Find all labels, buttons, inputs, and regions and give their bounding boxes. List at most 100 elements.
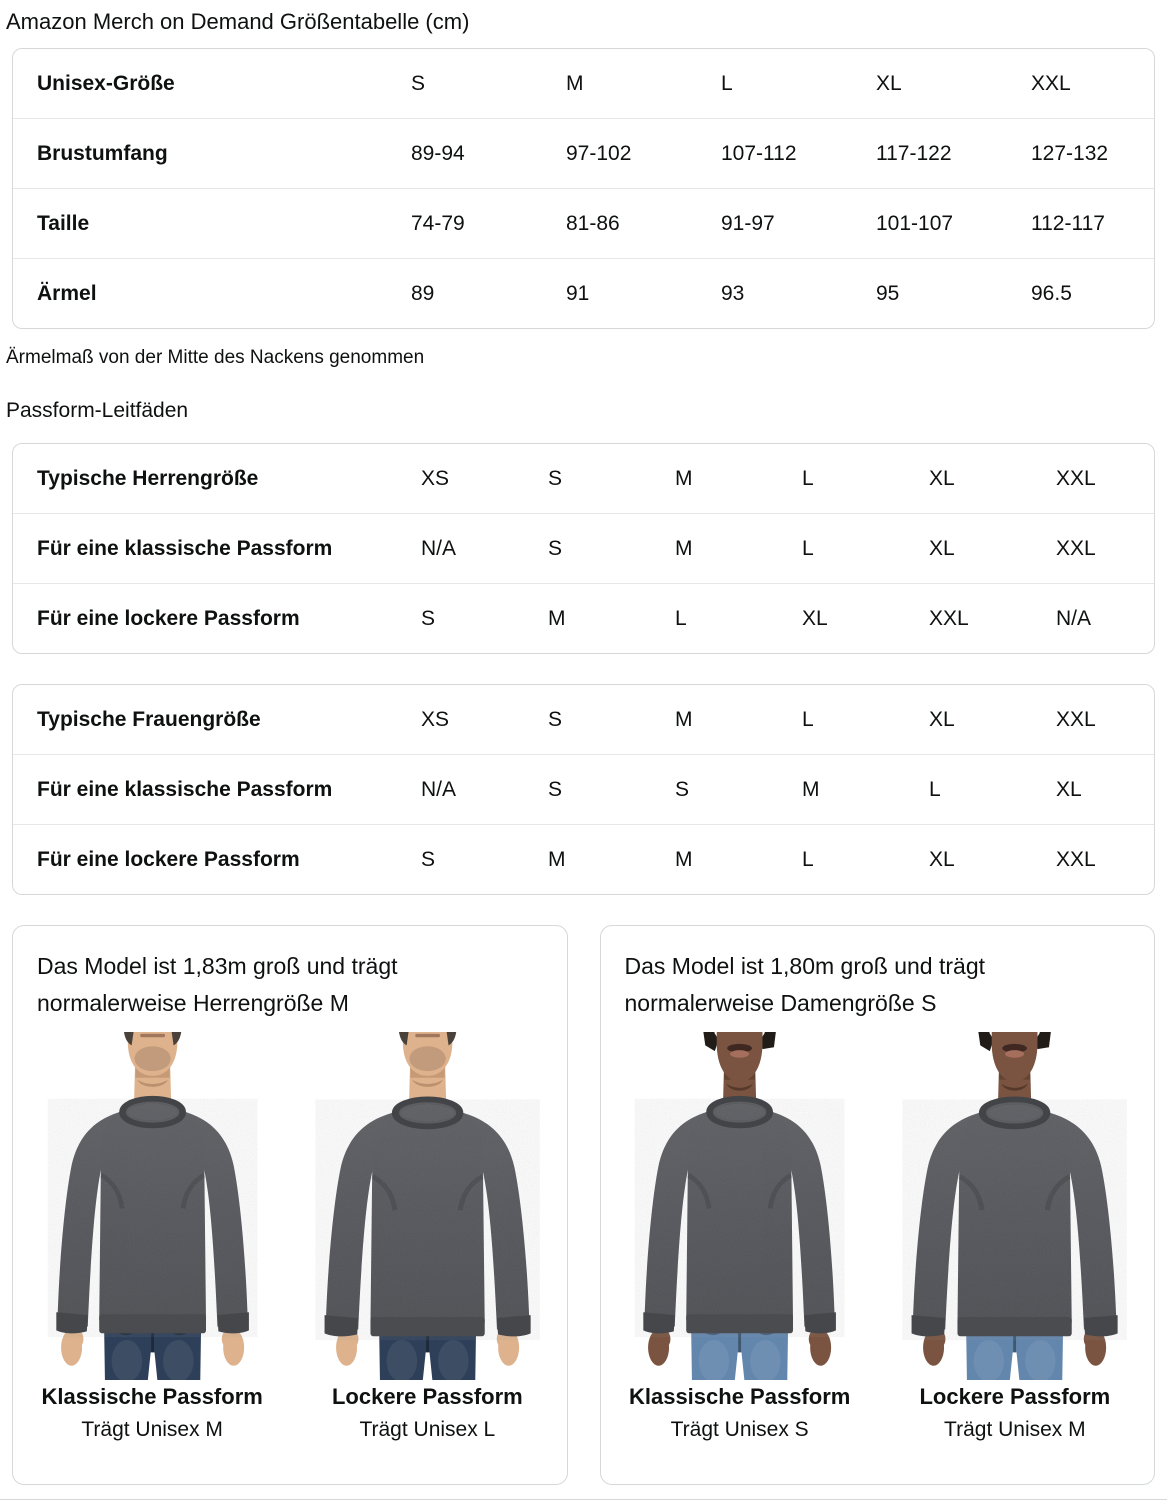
figure-caption-subtitle: Trägt Unisex S	[670, 1418, 809, 1441]
size-cell: 91	[566, 281, 590, 305]
row-label: Typische Frauengröße	[37, 707, 261, 731]
size-cell: XXL	[1056, 466, 1096, 490]
size-cell: XL	[876, 71, 902, 95]
women-loose-fit-figure: Lockere Passform Trägt Unisex M	[879, 1032, 1150, 1442]
size-cell: XL	[929, 466, 955, 490]
size-cell: L	[802, 536, 814, 560]
size-cell: XXL	[1056, 536, 1096, 560]
unisex-size-table: Unisex-Größe S M L XL XXL Brustumfang 89…	[12, 48, 1155, 329]
women-loose-fit-photo	[879, 1032, 1150, 1380]
size-cell: 95	[876, 281, 900, 305]
table-row: Für eine klassische Passform N/A S S M L…	[13, 754, 1154, 824]
row-label: Für eine klassische Passform	[37, 536, 333, 560]
size-cell: 117-122	[876, 141, 952, 165]
size-cell: 112-117	[1031, 211, 1105, 235]
figure-caption-title: Klassische Passform	[628, 1384, 851, 1409]
row-label: Ärmel	[37, 281, 97, 305]
men-fit-table: Typische Herrengröße XS S M L XL XXL Für…	[12, 443, 1155, 654]
table-row: Ärmel 89 91 93 95 96.5	[13, 258, 1154, 328]
size-guide-page: Amazon Merch on Demand Größentabelle (cm…	[0, 8, 1167, 1500]
size-cell: 89	[411, 281, 435, 305]
women-model-description: Das Model ist 1,80m groß und trägt norma…	[624, 953, 986, 1016]
row-label: Für eine klassische Passform	[37, 777, 333, 801]
size-cell: S	[675, 777, 690, 801]
size-cell: S	[548, 466, 563, 490]
size-cell: 89-94	[411, 141, 465, 165]
figure-caption-subtitle: Trägt Unisex M	[944, 1418, 1086, 1441]
size-cell: 127-132	[1031, 141, 1109, 165]
size-cell: XL	[929, 847, 955, 871]
figure-caption-title: Lockere Passform	[919, 1384, 1111, 1409]
size-cell: 81-86	[566, 211, 620, 235]
size-cell: 107-112	[721, 141, 797, 165]
men-loose-fit-figure: Lockere Passform Trägt Unisex L	[292, 1032, 563, 1442]
row-label: Taille	[37, 211, 90, 235]
women-classic-fit-figure: Klassische Passform Trägt Unisex S	[604, 1032, 875, 1442]
size-cell: M	[675, 847, 693, 871]
men-model-description: Das Model ist 1,83m groß und trägt norma…	[37, 953, 398, 1016]
size-cell: XL	[929, 707, 955, 731]
size-cell: XS	[421, 466, 450, 490]
size-cell: L	[802, 847, 814, 871]
size-cell: XXL	[1056, 707, 1096, 731]
size-cell: M	[675, 707, 693, 731]
size-cell: XXL	[1056, 847, 1096, 871]
size-cell: M	[548, 847, 566, 871]
figure-caption-title: Lockere Passform	[331, 1384, 523, 1409]
size-cell: M	[675, 536, 693, 560]
table-row: Taille 74-79 81-86 91-97 101-107 112-117	[13, 188, 1154, 258]
size-cell: S	[548, 777, 563, 801]
size-cell: N/A	[421, 536, 457, 560]
size-cell: L	[929, 777, 941, 801]
sleeve-measure-note: Ärmelmaß von der Mitte des Nackens genom…	[6, 347, 425, 368]
size-cell: 74-79	[411, 211, 465, 235]
size-cell: L	[721, 71, 733, 95]
figure-caption-subtitle: Trägt Unisex L	[359, 1418, 496, 1441]
figure-caption-subtitle: Trägt Unisex M	[81, 1418, 223, 1441]
size-cell: S	[548, 707, 563, 731]
table-row: Brustumfang 89-94 97-102 107-112 117-122…	[13, 118, 1154, 188]
size-cell: S	[548, 536, 563, 560]
men-model-photos: Klassische Passform Trägt Unisex M Locke…	[13, 1032, 567, 1442]
size-cell: S	[421, 606, 436, 630]
table-row: Unisex-Größe S M L XL XXL	[13, 49, 1154, 118]
size-cell: 93	[721, 281, 745, 305]
row-label: Typische Herrengröße	[37, 466, 259, 490]
size-cell: 96.5	[1031, 281, 1072, 305]
size-cell: XXL	[1031, 71, 1071, 95]
size-cell: M	[548, 606, 566, 630]
figure-caption-title: Klassische Passform	[41, 1384, 263, 1409]
row-label: Für eine lockere Passform	[37, 606, 300, 630]
model-cards: Das Model ist 1,83m groß und trägt norma…	[12, 925, 1155, 1485]
row-label: Für eine lockere Passform	[37, 847, 300, 871]
size-cell: S	[421, 847, 436, 871]
table-row: Typische Herrengröße XS S M L XL XXL	[13, 444, 1154, 513]
size-cell: 97-102	[566, 141, 632, 165]
row-label: Unisex-Größe	[37, 71, 175, 95]
women-fit-table: Typische Frauengröße XS S M L XL XXL Für…	[12, 684, 1155, 895]
men-classic-fit-figure: Klassische Passform Trägt Unisex M	[17, 1032, 288, 1442]
size-cell: N/A	[421, 777, 457, 801]
size-cell: XXL	[929, 606, 969, 630]
table-row: Für eine klassische Passform N/A S M L X…	[13, 513, 1154, 583]
men-classic-fit-photo	[17, 1032, 288, 1380]
table-row: Für eine lockere Passform S M M L XL XXL	[13, 824, 1154, 894]
size-cell: L	[802, 466, 814, 490]
size-cell: XS	[421, 707, 450, 731]
size-cell: XL	[802, 606, 828, 630]
size-cell: M	[566, 71, 584, 95]
size-cell: 91-97	[721, 211, 775, 235]
row-label: Brustumfang	[37, 141, 168, 165]
size-cell: N/A	[1056, 606, 1092, 630]
table-row: Typische Frauengröße XS S M L XL XXL	[13, 685, 1154, 754]
size-cell: L	[675, 606, 687, 630]
size-cell: 101-107	[876, 211, 954, 235]
size-cell: L	[802, 707, 814, 731]
men-model-card: Das Model ist 1,83m groß und trägt norma…	[12, 925, 568, 1485]
men-loose-fit-photo	[292, 1032, 563, 1380]
women-model-card: Das Model ist 1,80m groß und trägt norma…	[599, 925, 1155, 1485]
table-row: Für eine lockere Passform S M L XL XXL N…	[13, 583, 1154, 653]
size-cell: XL	[1056, 777, 1082, 801]
size-cell: M	[675, 466, 693, 490]
size-cell: M	[802, 777, 820, 801]
